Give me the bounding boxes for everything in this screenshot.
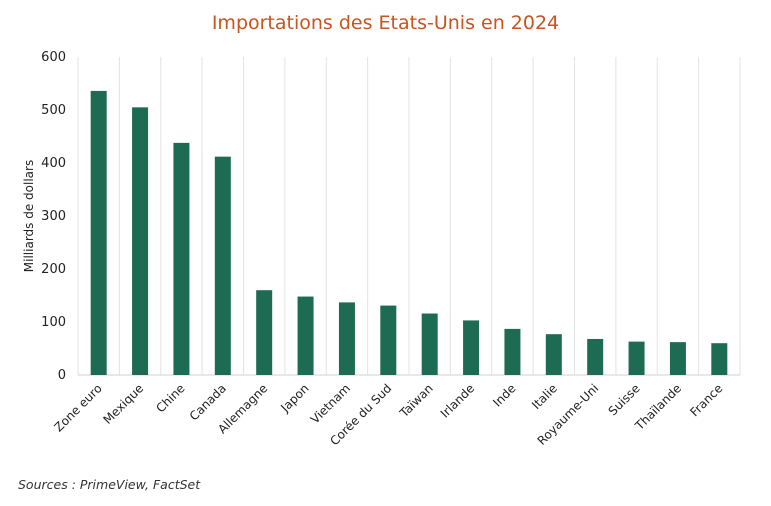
bar	[628, 341, 645, 375]
bar	[256, 290, 273, 375]
bar	[214, 156, 231, 375]
x-tick-label: Canada	[187, 381, 229, 423]
x-tick-label: Suisse	[606, 381, 643, 418]
x-tick-label: Italie	[529, 381, 560, 412]
x-tick-label: Irlande	[438, 381, 477, 420]
bar	[297, 296, 314, 375]
bar	[173, 142, 190, 375]
x-tick-label: Zone euro	[52, 381, 105, 434]
source-note: Sources : PrimeView, FactSet	[18, 477, 201, 492]
bar	[90, 90, 107, 376]
y-tick-label: 0	[58, 368, 66, 383]
y-tick-label: 500	[41, 103, 66, 118]
y-tick-label: 400	[41, 156, 66, 171]
y-tick-label: 200	[41, 262, 66, 277]
bar	[504, 328, 521, 375]
bar	[338, 302, 355, 375]
x-tick-label: Mexique	[101, 381, 147, 427]
bar	[587, 338, 604, 375]
x-tick-label: Japon	[277, 381, 311, 415]
bar	[669, 342, 686, 375]
bar	[545, 334, 562, 375]
x-tick-label: Inde	[490, 381, 518, 409]
bar	[711, 343, 728, 375]
x-tick-label: Chine	[153, 381, 187, 415]
y-tick-label: 100	[41, 315, 66, 330]
chart-title: Importations des Etats-Unis en 2024	[211, 12, 560, 34]
y-axis-label: Milliards de dollars	[22, 160, 36, 272]
bar	[380, 305, 397, 375]
x-tick-label: Taïwan	[396, 381, 435, 420]
bar	[463, 320, 480, 375]
y-tick-label: 300	[41, 209, 66, 224]
y-tick-label: 600	[41, 50, 66, 65]
bar	[132, 107, 149, 375]
x-tick-label: France	[687, 381, 725, 419]
bar	[421, 313, 438, 375]
